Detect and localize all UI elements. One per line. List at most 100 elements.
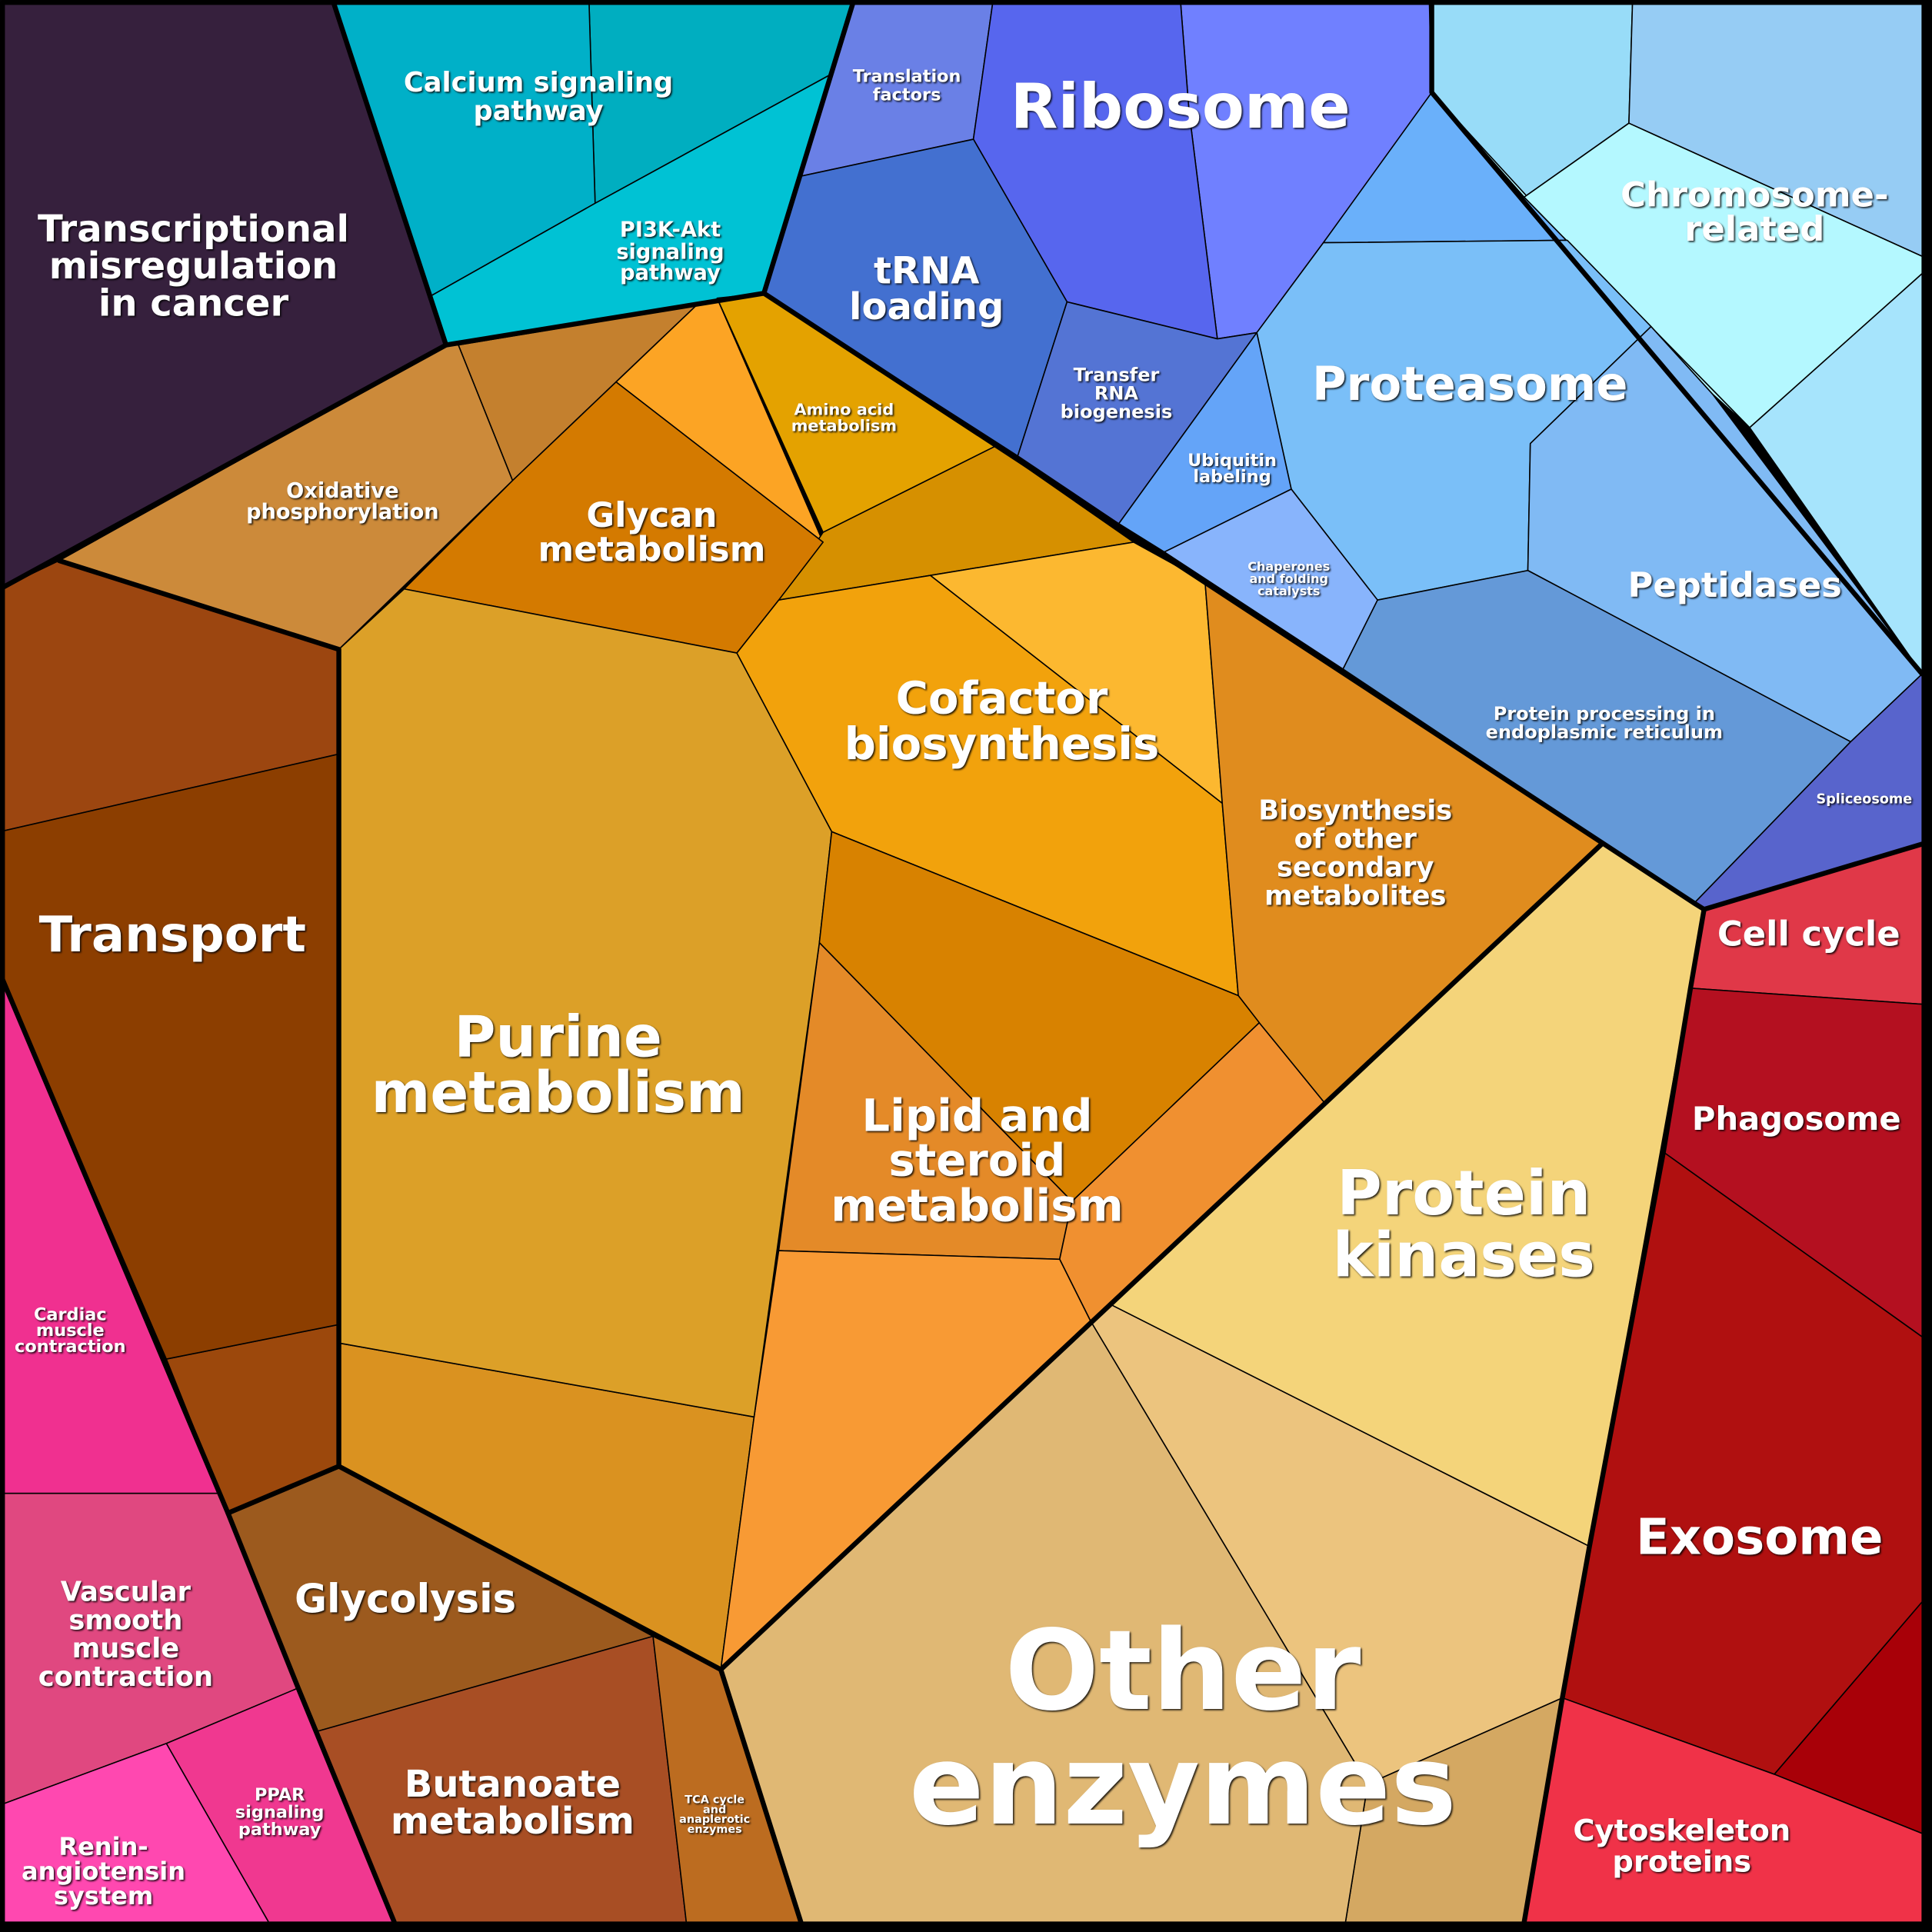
label-line: Peptidases xyxy=(1627,565,1841,605)
label-line: metabolism xyxy=(831,1179,1123,1231)
label-peptidases: Peptidases xyxy=(1627,565,1841,605)
label-line: metabolites xyxy=(1264,880,1447,911)
label-line: metabolism xyxy=(391,1800,635,1843)
label-line: Proteasome xyxy=(1312,357,1628,411)
label-line: Purine xyxy=(454,1005,662,1071)
label-butanoate-metabolism: Butanoate metabolism xyxy=(391,1763,635,1843)
label-line: pathway xyxy=(620,261,721,285)
label-renin-angiotensin: Renin-angiotensin system xyxy=(22,1832,185,1910)
cell-purine-metabolism xyxy=(338,588,833,1418)
label-line: Chaperones xyxy=(1247,558,1330,573)
label-line: Cell cycle xyxy=(1717,914,1900,954)
label-line: metabolism xyxy=(538,529,766,570)
label-translation-factors: Translation factors xyxy=(853,66,961,105)
label-chromosome-related: Chromosome-related xyxy=(1621,174,1889,249)
label-line: and folding xyxy=(1249,571,1328,585)
group-border xyxy=(56,558,341,1516)
label-line: Transfer xyxy=(1074,365,1160,386)
group-border xyxy=(0,971,397,1925)
label-line: Protein xyxy=(1337,1158,1591,1229)
label-line: metabolism xyxy=(791,416,897,435)
label-line: pathway xyxy=(238,1820,321,1840)
label-line: Vascular xyxy=(61,1576,192,1607)
label-spliceosome: Spliceosome xyxy=(1817,792,1913,808)
group-border xyxy=(761,291,1925,912)
label-transport: Transport xyxy=(39,907,306,964)
label-line: Glycolysis xyxy=(295,1577,516,1623)
label-purine-metabolism: Purine metabolism xyxy=(371,1005,745,1126)
cell-lipid-steroid-metabolism xyxy=(818,831,1261,1202)
label-line: secondary xyxy=(1277,851,1434,883)
label-cofactor-biosynthesis: Cofactor biosynthesis xyxy=(844,671,1160,769)
label-pi3k-akt: PI3K-Akt signaling pathway xyxy=(616,218,724,285)
label-line: Cytoskeleton xyxy=(1573,1814,1790,1848)
label-line: Translation xyxy=(853,66,961,86)
label-glycolysis: Glycolysis xyxy=(295,1577,516,1623)
label-line: pathway xyxy=(474,95,604,127)
label-oxidative-phosphorylation: Oxidative phosphorylation xyxy=(246,479,439,524)
label-line: Lipid and xyxy=(861,1089,1092,1141)
label-trna-loading: tRNA loading xyxy=(849,250,1004,328)
label-line: Cofactor xyxy=(896,671,1108,724)
label-line: labeling xyxy=(1193,466,1271,486)
label-cell-cycle: Cell cycle xyxy=(1717,914,1900,954)
label-line: Ribosome xyxy=(1011,71,1351,142)
label-ribosome: Ribosome xyxy=(1011,71,1351,142)
label-line: signaling xyxy=(235,1802,324,1822)
label-line: Biosynthesis xyxy=(1258,795,1452,827)
label-line: Glycan xyxy=(586,495,717,535)
label-line: enzymes xyxy=(909,1721,1457,1850)
label-line: system xyxy=(54,1881,153,1910)
label-secondary-metabolites: Biosynthesis of other secondary metabolites xyxy=(1258,795,1452,912)
label-line: related xyxy=(1684,208,1824,249)
label-line: Phagosome xyxy=(1692,1100,1901,1138)
label-line: Cardiac xyxy=(34,1304,107,1324)
labels-layer: Transcriptional misregulation in cancer Cal… xyxy=(15,66,1912,1910)
label-line: muscle xyxy=(72,1633,180,1664)
label-other-enzymes: Other enzymes xyxy=(909,1607,1457,1850)
group-border xyxy=(1521,907,1707,1925)
label-line: enzymes xyxy=(688,1824,742,1836)
label-line: loading xyxy=(849,285,1004,328)
label-line: phosphorylation xyxy=(246,500,439,524)
label-line: signaling xyxy=(616,240,724,264)
label-line: Renin- xyxy=(58,1832,148,1861)
label-glycan-metabolism: Glycan metabolism xyxy=(538,495,766,570)
label-line: muscle xyxy=(36,1321,105,1341)
label-line: contraction xyxy=(38,1661,213,1693)
label-exosome: Exosome xyxy=(1636,1509,1884,1566)
label-ppar-signaling: PPAR signaling pathway xyxy=(235,1785,324,1840)
label-calcium-signaling: Calcium signaling pathway xyxy=(404,67,673,127)
label-transcriptional-misregulation: Transcriptional misregulation in cancer xyxy=(38,208,349,325)
label-cytoskeleton-proteins: Cytoskeleton proteins xyxy=(1573,1814,1790,1879)
label-tca-cycle: TCA cycle and anaplerotic enzymes xyxy=(679,1794,750,1836)
label-line: Transcriptional xyxy=(38,208,349,251)
label-line: biogenesis xyxy=(1061,401,1173,423)
group-border xyxy=(336,1464,724,1672)
label-line: steroid xyxy=(888,1134,1065,1186)
label-line: kinases xyxy=(1332,1219,1594,1291)
label-line: Exosome xyxy=(1636,1509,1884,1566)
label-line: proteins xyxy=(1612,1844,1751,1879)
label-line: endoplasmic reticulum xyxy=(1486,721,1723,743)
label-protein-kinases: Protein kinases xyxy=(1332,1158,1594,1291)
cell-renin-angiotensin xyxy=(0,1743,270,1923)
label-protein-processing-er: Protein processing in endoplasmic reticul… xyxy=(1486,703,1723,743)
label-amino-acid-metabolism: Amino acid metabolism xyxy=(791,400,897,435)
label-line: anaplerotic xyxy=(679,1814,750,1826)
label-transfer-rna-biogenesis: Transfer RNA biogenesis xyxy=(1061,365,1173,423)
label-line: in cancer xyxy=(98,281,289,325)
label-line: contraction xyxy=(15,1337,126,1357)
label-line: PI3K-Akt xyxy=(620,218,721,242)
label-line: Other xyxy=(1004,1607,1361,1736)
cell-chromosome-related xyxy=(1523,122,1923,428)
label-line: Calcium signaling xyxy=(404,67,673,98)
group-border xyxy=(1429,0,1925,677)
label-line: Protein processing in xyxy=(1494,703,1715,724)
label-line: catalysts xyxy=(1257,583,1320,598)
label-line: Oxidative xyxy=(286,479,398,503)
label-line: Transport xyxy=(39,907,306,964)
